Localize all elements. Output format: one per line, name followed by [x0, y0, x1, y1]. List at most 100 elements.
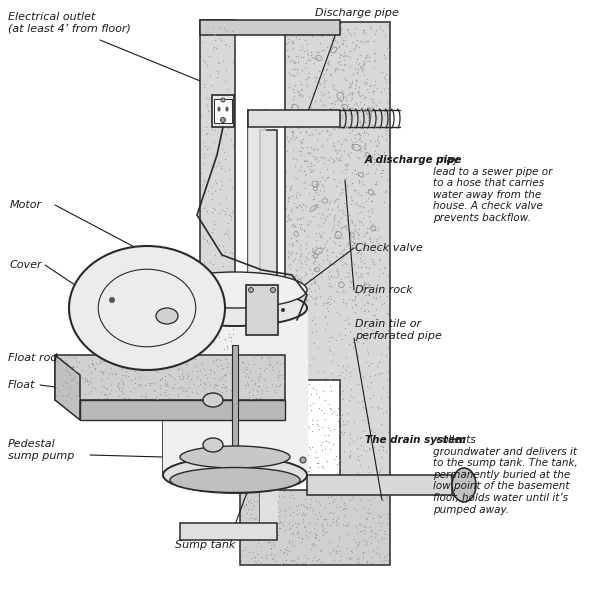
Point [332, 468, 342, 478]
Point [381, 125, 391, 135]
Point [340, 316, 350, 325]
Point [309, 191, 318, 201]
Point [294, 57, 303, 67]
Point [254, 518, 263, 528]
Point [208, 44, 218, 53]
Point [363, 206, 372, 216]
Point [334, 241, 344, 250]
Point [371, 289, 381, 298]
Point [80, 389, 89, 398]
Point [242, 377, 252, 386]
Point [292, 68, 302, 78]
Point [289, 134, 299, 143]
Point [300, 357, 309, 367]
Point [288, 95, 298, 104]
Point [114, 384, 123, 394]
Point [371, 305, 381, 314]
Point [299, 383, 308, 393]
Point [115, 358, 124, 367]
Point [332, 265, 342, 274]
Point [319, 193, 329, 202]
Point [365, 52, 374, 61]
Point [301, 329, 310, 339]
Point [279, 487, 289, 496]
Point [291, 518, 300, 527]
Point [374, 223, 383, 232]
Point [285, 118, 295, 128]
Point [202, 128, 212, 138]
Point [200, 307, 210, 316]
Point [330, 196, 340, 205]
Point [146, 355, 155, 364]
Point [311, 388, 321, 397]
Point [260, 374, 269, 383]
Point [284, 461, 294, 471]
Point [307, 442, 316, 452]
Point [287, 233, 296, 243]
Point [274, 503, 283, 512]
Point [217, 308, 226, 318]
Point [96, 375, 105, 385]
Point [279, 517, 289, 526]
Point [306, 286, 316, 296]
Point [300, 356, 309, 366]
Point [297, 300, 307, 310]
Point [320, 312, 330, 322]
Point [370, 371, 379, 380]
Point [314, 392, 324, 402]
Point [310, 553, 319, 562]
Point [310, 529, 319, 538]
Point [276, 545, 285, 554]
Point [335, 241, 345, 250]
Point [200, 370, 210, 380]
Point [291, 416, 301, 426]
Point [279, 493, 289, 502]
Point [333, 230, 343, 240]
Point [322, 250, 332, 260]
Point [325, 403, 334, 412]
Point [382, 97, 392, 107]
Point [328, 236, 337, 246]
Point [207, 277, 216, 286]
Point [332, 63, 341, 73]
Point [200, 378, 209, 388]
Point [332, 515, 341, 525]
Point [278, 358, 288, 368]
Point [207, 182, 217, 191]
Ellipse shape [217, 107, 220, 112]
Point [349, 28, 359, 38]
Point [355, 175, 364, 185]
Point [376, 255, 385, 265]
Point [297, 85, 307, 94]
Point [301, 127, 311, 137]
Point [145, 358, 155, 368]
Point [294, 295, 303, 304]
Point [329, 116, 339, 126]
Point [359, 415, 368, 425]
Point [318, 461, 327, 471]
Point [343, 99, 353, 109]
Point [345, 318, 354, 328]
Point [319, 100, 329, 109]
Point [192, 388, 202, 398]
Point [208, 224, 218, 234]
Point [374, 467, 383, 477]
Point [153, 353, 162, 363]
Point [214, 319, 223, 328]
Point [70, 353, 80, 363]
Point [68, 352, 78, 362]
Point [289, 292, 299, 301]
Point [83, 376, 92, 386]
Point [351, 80, 361, 90]
Point [345, 229, 354, 238]
Point [304, 103, 314, 112]
Point [299, 113, 308, 122]
Point [323, 293, 333, 303]
Point [329, 197, 339, 207]
Point [284, 524, 294, 534]
Point [177, 369, 186, 379]
Point [363, 193, 373, 203]
Point [384, 309, 393, 319]
Point [320, 70, 329, 79]
Point [327, 521, 336, 530]
